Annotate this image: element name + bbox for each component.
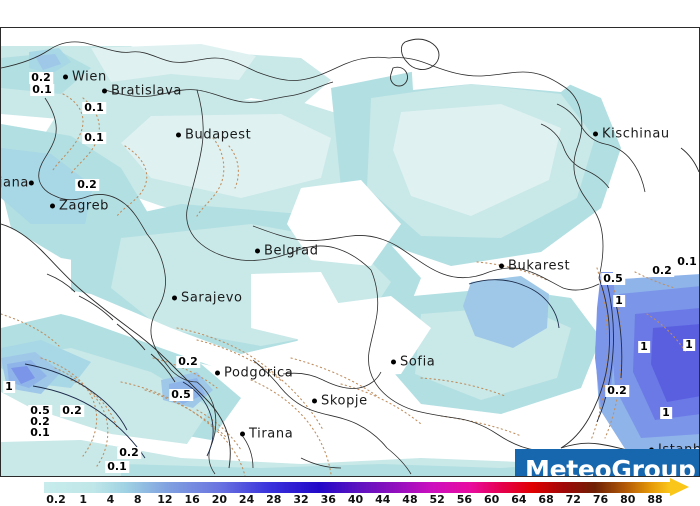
city-marker: Tirana (240, 427, 293, 442)
contour-value-label: 0.1 (28, 426, 52, 439)
colorbar-tick: 36 (320, 493, 336, 506)
city-dot (312, 398, 317, 404)
colorbar-tick: 24 (238, 493, 255, 506)
city-marker: Sofia (391, 355, 435, 370)
contour-value-label: 0.2 (605, 384, 629, 397)
colorbar-tick: 44 (375, 493, 391, 506)
logo-text: MeteoGroup (525, 455, 696, 477)
colorbar-gradient (44, 482, 670, 493)
colorbar-tick: 60 (483, 493, 500, 506)
city-marker: Skopje (312, 394, 368, 409)
contour-value-label: 0.5 (28, 404, 52, 417)
colorbar-tick: 28 (266, 493, 282, 506)
city-marker: Bratislava (102, 84, 182, 99)
city-dot (255, 248, 260, 254)
city-name: Bratislava (111, 83, 182, 99)
city-marker: Budapest (176, 128, 251, 143)
city-dot (29, 180, 34, 186)
city-name: Sarajevo (181, 290, 243, 306)
city-name: Podgorica (224, 365, 294, 381)
city-name: Zagreb (59, 198, 110, 214)
city-name: Belgrad (264, 243, 319, 259)
country-borders-layer (1, 38, 699, 475)
colorbar-tick: 52 (429, 493, 445, 506)
colorbar: 0.2 1 4 8 12 16 20 24 28 32 36 40 44 48 52 56 60 64 68 72 76… (0, 477, 700, 506)
city-marker: Podgorica (215, 366, 293, 381)
contour-value-label: 1 (683, 338, 695, 351)
colorbar-tick: 8 (133, 493, 142, 506)
colorbar-tick: 88 (647, 493, 663, 506)
city-marker: Wien (63, 70, 107, 85)
city-dot (240, 431, 245, 437)
city-name: Sofia (400, 354, 436, 370)
city-dot (63, 74, 68, 80)
city-marker: Bukarest (499, 259, 570, 274)
precipitation-map[interactable]: .p0{fill:#ffffff} .p1{fill:#dff1f1} .p2{… (0, 27, 700, 477)
city-dot (499, 263, 504, 269)
colorbar-tick: 72 (565, 493, 581, 506)
colorbar-tick: 76 (592, 493, 609, 506)
city-dot (102, 88, 107, 94)
colorbar-tick: 64 (511, 493, 527, 506)
city-name: Ljubljana (1, 175, 29, 191)
contour-value-label: 1 (613, 294, 625, 307)
colorbar-tick: 48 (402, 493, 418, 506)
city-dot (391, 359, 396, 365)
meteogroup-logo[interactable]: MeteoGroup (515, 449, 699, 477)
contour-value-label: 0.1 (675, 255, 699, 268)
city-marker: Ljubljana (1, 175, 38, 191)
contour-value-label: 0.5 (601, 272, 625, 285)
contour-value-label: 0.5 (169, 388, 193, 401)
city-name: Kischinau (602, 126, 670, 142)
contour-value-label: 0.2 (117, 446, 141, 459)
precip-contour-lines (24, 275, 623, 459)
city-name: Skopje (321, 393, 368, 409)
city-name: Budapest (185, 127, 252, 143)
contour-value-label: 1 (3, 380, 15, 393)
city-name: Bukarest (508, 258, 571, 274)
colorbar-overflow-arrow (670, 478, 689, 496)
colorbar-tick: 1 (79, 493, 88, 506)
city-marker: Kischinau (593, 127, 670, 142)
colorbar-tick: 4 (106, 493, 115, 506)
contour-value-label: 0.2 (650, 264, 674, 277)
colorbar-tick: 68 (538, 493, 554, 506)
city-marker: Sarajevo (172, 291, 243, 306)
city-dot (176, 132, 181, 138)
colorbar-tick: 16 (184, 493, 200, 506)
city-dot (215, 370, 220, 376)
contour-value-label: 0.2 (28, 415, 52, 428)
city-marker: Belgrad (255, 244, 319, 259)
contour-value-label: 0.1 (105, 460, 129, 473)
city-dot (50, 203, 55, 209)
city-name: Tirana (249, 426, 294, 442)
city-dot (172, 295, 177, 301)
contour-value-label: 0.1 (30, 83, 54, 96)
contour-value-label: 0.2 (75, 178, 99, 191)
city-marker: Zagreb (50, 199, 109, 214)
contour-value-label: 0.2 (60, 404, 84, 417)
contour-value-label: 1 (660, 406, 672, 419)
city-name: Wien (72, 69, 107, 85)
contour-value-label: 0.2 (29, 71, 53, 84)
colorbar-tick: 32 (293, 493, 309, 506)
colorbar-tick: 0.2 (46, 493, 66, 506)
colorbar-tick: 80 (620, 493, 636, 506)
colorbar-tick: 40 (347, 493, 364, 506)
colorbar-tick: 20 (211, 493, 228, 506)
contour-value-label: 0.2 (176, 355, 200, 368)
colorbar-tick: 12 (157, 493, 173, 506)
precip-shading-layer (1, 44, 699, 476)
colorbar-tick: 56 (456, 493, 473, 506)
contour-value-label: 0.1 (82, 131, 106, 144)
contour-value-label: 1 (638, 340, 650, 353)
precip-heavy-layer (1, 48, 699, 452)
contour-value-label: 0.1 (82, 101, 106, 114)
city-dot (593, 131, 598, 137)
map-graphics: .p0{fill:#ffffff} .p1{fill:#dff1f1} .p2{… (1, 28, 699, 476)
